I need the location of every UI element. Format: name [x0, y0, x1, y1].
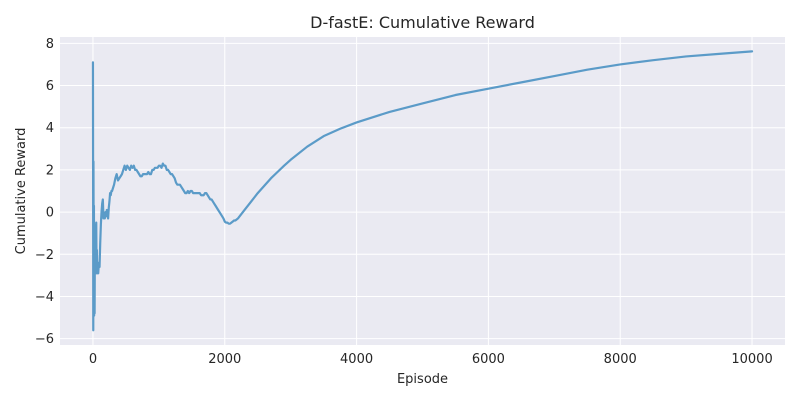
series-layer	[91, 50, 754, 332]
y-tick-label: 4	[46, 121, 54, 136]
x-tick-labels: 0 2000 4000 6000 8000 10000	[89, 352, 773, 367]
y-tick-label: 8	[46, 37, 54, 52]
x-axis-label: Episode	[397, 372, 448, 387]
x-tick-label: 6000	[472, 352, 505, 367]
x-tick-label: 0	[89, 352, 97, 367]
series-line	[91, 50, 754, 332]
y-tick-label: −2	[35, 248, 54, 263]
x-tick-label: 8000	[604, 352, 637, 367]
y-axis-label: Cumulative Reward	[14, 128, 29, 255]
y-tick-label: 2	[46, 163, 54, 178]
y-tick-label: −4	[35, 290, 54, 305]
y-tick-labels: −6 −4 −2 0 2 4 6 8	[35, 37, 54, 347]
grid	[60, 37, 785, 345]
y-tick-label: −6	[35, 332, 54, 347]
x-tick-label: 10000	[731, 352, 772, 367]
x-tick-label: 4000	[340, 352, 373, 367]
y-tick-label: 0	[46, 206, 54, 221]
x-tick-label: 2000	[208, 352, 241, 367]
plot-background	[60, 37, 785, 345]
y-tick-label: 6	[46, 79, 54, 94]
chart-title: D-fastE: Cumulative Reward	[310, 13, 535, 32]
